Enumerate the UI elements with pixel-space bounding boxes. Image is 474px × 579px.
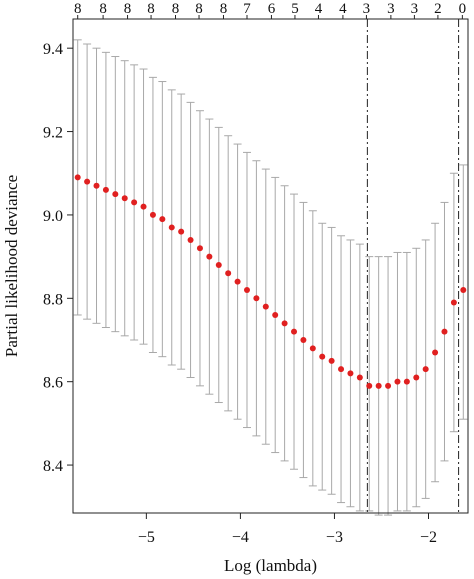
top-tick-label: 3 [411, 1, 419, 17]
data-point [291, 328, 298, 335]
top-tick-label: 5 [291, 1, 299, 17]
data-point [206, 253, 213, 260]
top-tick-label: 0 [459, 1, 467, 17]
top-tick-label: 2 [434, 1, 442, 17]
data-point [394, 378, 401, 385]
data-point [347, 370, 354, 377]
data-point [196, 245, 203, 252]
data-point [159, 216, 166, 223]
top-tick-label: 3 [363, 1, 371, 17]
data-point [319, 353, 326, 360]
data-point [225, 270, 232, 277]
data-point [309, 345, 316, 352]
data-point [102, 186, 109, 193]
top-tick-label: 8 [220, 1, 228, 17]
data-point [300, 336, 307, 343]
x-tick-label: −3 [326, 529, 343, 546]
data-point [272, 311, 279, 318]
top-tick-label: 7 [243, 1, 251, 17]
data-point [385, 382, 392, 389]
y-axis: 8.4 8.6 8.8 9.0 9.2 9.4 [43, 41, 73, 475]
top-tick-label: 3 [387, 1, 395, 17]
error-bars [73, 39, 468, 516]
data-point [84, 178, 91, 185]
plot-frame [72, 18, 469, 514]
top-tick-label: 8 [195, 1, 203, 17]
data-point [215, 261, 222, 268]
x-tick-label: −5 [138, 529, 155, 546]
data-point [112, 191, 119, 198]
top-tick-label: 6 [268, 1, 276, 17]
x-axis: −5 −4 −3 −2 [138, 513, 437, 546]
x-tick-label: −2 [420, 529, 437, 546]
y-tick-label: 8.8 [43, 291, 63, 308]
data-point [422, 366, 429, 373]
x-axis-label: Log (lambda) [224, 556, 317, 575]
top-tick-label: 8 [74, 1, 82, 17]
data-point [403, 378, 410, 385]
top-tick-label: 8 [147, 1, 155, 17]
data-point [375, 382, 382, 389]
y-tick-label: 9.4 [43, 41, 63, 58]
top-tick-label: 4 [339, 1, 347, 17]
mean-points [74, 174, 467, 389]
data-point [450, 299, 457, 306]
data-point [356, 374, 363, 381]
data-point [338, 366, 345, 373]
data-point [328, 357, 335, 364]
data-point [121, 195, 128, 202]
top-tick-label: 8 [99, 1, 107, 17]
data-point [253, 295, 260, 302]
data-point [168, 224, 175, 231]
data-point [140, 203, 147, 210]
data-point [234, 278, 241, 285]
y-tick-label: 9.2 [43, 125, 63, 142]
data-point [243, 286, 250, 293]
data-point [432, 349, 439, 356]
top-tick-label: 4 [315, 1, 323, 17]
data-point [93, 182, 100, 189]
data-point [460, 286, 467, 293]
data-point [74, 174, 81, 181]
data-point [178, 228, 185, 235]
y-tick-label: 8.4 [43, 458, 63, 475]
top-tick-label: 8 [172, 1, 180, 17]
reference-lines [366, 19, 460, 513]
data-point [413, 374, 420, 381]
x-tick-label: −4 [232, 529, 249, 546]
data-point [131, 199, 138, 206]
data-point [281, 320, 288, 327]
y-tick-label: 9.0 [43, 208, 63, 225]
data-point [187, 236, 194, 243]
y-tick-label: 8.6 [43, 375, 63, 392]
y-axis-label: Partial likelihood deviance [2, 175, 21, 357]
data-point [366, 382, 373, 389]
top-tick-label: 8 [124, 1, 132, 17]
data-point [262, 303, 269, 310]
data-point [441, 328, 448, 335]
data-point [149, 211, 156, 218]
